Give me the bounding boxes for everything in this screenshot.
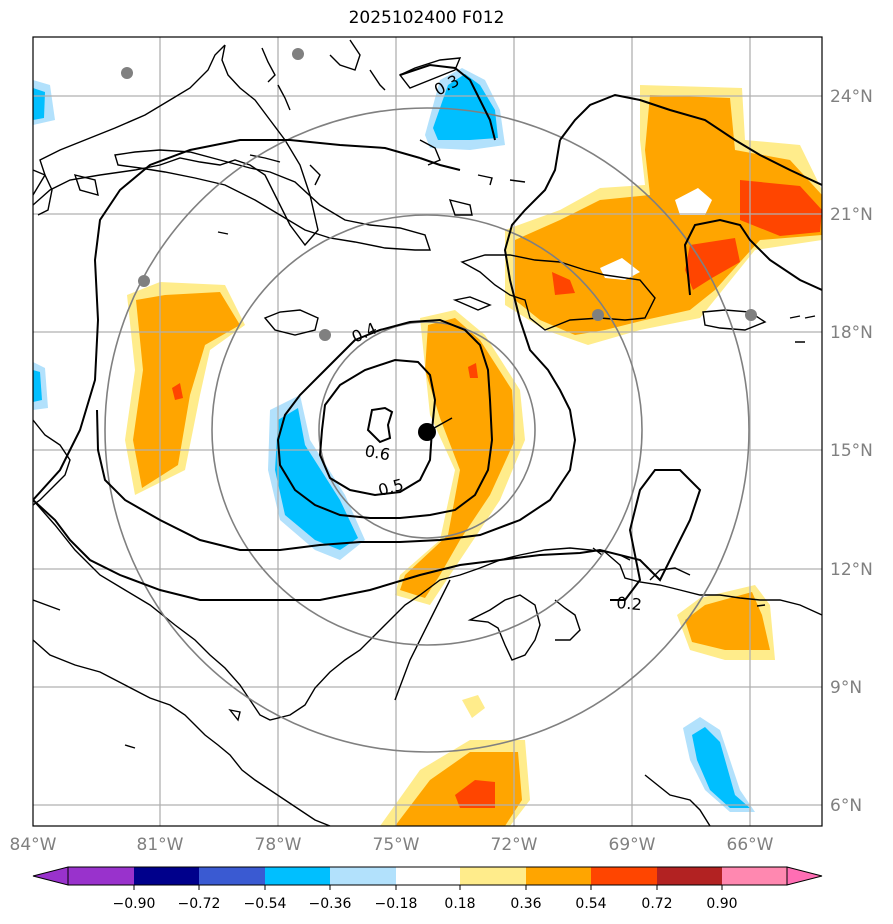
lat-tick-label: 9°N: [830, 678, 862, 698]
colorbar-extend-low: [32, 866, 69, 886]
shading-layer: [33, 68, 822, 826]
colorbar-segment: [330, 867, 396, 885]
colorbar-tick-label: 0.54: [575, 896, 606, 912]
contour-labels: 0.3 0.4 0.6 0.5 0.2: [349, 71, 643, 614]
colorbar-segment: [460, 867, 526, 885]
station-points: [121, 48, 757, 341]
station-point: [592, 309, 604, 321]
station-point: [745, 309, 757, 321]
station-point: [138, 275, 150, 287]
map-frame: [32, 36, 823, 827]
lon-tick-label: 75°W: [373, 835, 420, 855]
colorbar-segment: [526, 867, 591, 885]
lon-tick-label: 66°W: [727, 835, 774, 855]
contour-label-4: 0.5: [376, 475, 406, 500]
contour-label-3: 0.6: [363, 441, 391, 464]
contour-label-5: 0.2: [616, 593, 643, 614]
lat-axis: 24°N 21°N 18°N 15°N 12°N 9°N 6°N: [830, 87, 873, 816]
lat-tick-label: 15°N: [830, 441, 873, 461]
lon-tick-label: 84°W: [10, 835, 57, 855]
lat-tick-label: 21°N: [830, 205, 873, 225]
lon-axis: 84°W 81°W 78°W 75°W 72°W 69°W 66°W: [10, 835, 774, 855]
colorbar-tick-label: −0.90: [113, 896, 156, 912]
colorbar: −0.90 −0.72 −0.54 −0.36 −0.18 0.18 0.36 …: [32, 866, 823, 912]
lon-tick-label: 69°W: [609, 835, 656, 855]
colorbar-tick-label: −0.36: [309, 896, 352, 912]
contour-lines: [33, 63, 822, 601]
lat-tick-label: 12°N: [830, 560, 873, 580]
range-rings: [104, 107, 750, 753]
station-point: [292, 48, 304, 60]
lat-tick-label: 24°N: [830, 87, 873, 107]
colorbar-segment: [68, 867, 134, 885]
lon-tick-label: 72°W: [491, 835, 538, 855]
lat-tick-label: 18°N: [830, 323, 873, 343]
colorbar-tick-label: 0.90: [706, 896, 737, 912]
colorbar-tick-label: 0.72: [641, 896, 672, 912]
colorbar-segment: [591, 867, 657, 885]
lon-tick-label: 81°W: [137, 835, 184, 855]
colorbar-segment: [134, 867, 199, 885]
colorbar-tick-label: 0.36: [510, 896, 541, 912]
colorbar-segment: [199, 867, 265, 885]
colorbar-segment: [722, 867, 787, 885]
colorbar-segment: [657, 867, 722, 885]
colorbar-extend-high: [786, 866, 823, 886]
lat-tick-label: 6°N: [830, 796, 862, 816]
lon-tick-label: 78°W: [255, 835, 302, 855]
colorbar-tick-label: −0.54: [244, 896, 287, 912]
graticule: [33, 37, 822, 826]
colorbar-segment: [396, 867, 460, 885]
station-point: [121, 67, 133, 79]
colorbar-tick-label: 0.18: [444, 896, 475, 912]
map-title: 2025102400 F012: [348, 8, 505, 28]
station-point: [319, 329, 331, 341]
colorbar-tick-label: −0.18: [375, 896, 418, 912]
colorbar-tick-label: −0.72: [178, 896, 221, 912]
colorbar-segment: [265, 867, 330, 885]
